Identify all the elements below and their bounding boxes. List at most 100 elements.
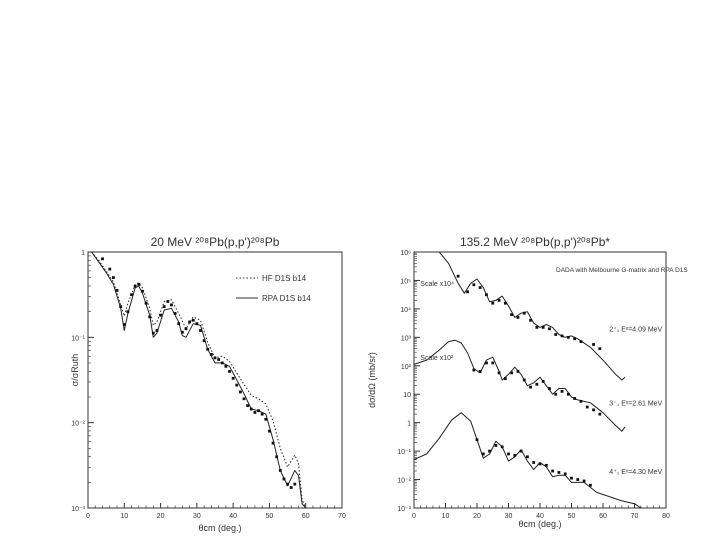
data-point bbox=[199, 329, 202, 332]
x-tick-label: 70 bbox=[631, 513, 639, 520]
y-axis-label: σ/σRuth bbox=[70, 354, 80, 387]
data-point bbox=[235, 383, 239, 387]
data-point bbox=[231, 376, 235, 380]
data-point bbox=[478, 370, 482, 373]
data-point bbox=[148, 315, 152, 319]
series-line bbox=[413, 412, 642, 509]
x-tick-label: 30 bbox=[193, 513, 201, 520]
series-group bbox=[91, 251, 307, 509]
data-point bbox=[119, 305, 123, 309]
x-tick-label: 50 bbox=[568, 513, 576, 520]
data-point bbox=[560, 334, 564, 338]
data-point bbox=[213, 356, 217, 360]
data-point bbox=[529, 385, 532, 389]
data-point bbox=[271, 441, 275, 445]
data-point bbox=[510, 371, 514, 375]
data-point bbox=[188, 320, 191, 324]
data-point bbox=[264, 417, 268, 421]
data-point bbox=[585, 405, 589, 409]
data-point bbox=[529, 318, 532, 322]
data-point bbox=[112, 276, 115, 279]
data-point bbox=[242, 397, 246, 401]
data-point bbox=[224, 364, 228, 368]
data-point bbox=[239, 390, 242, 394]
data-point bbox=[202, 339, 206, 343]
data-point bbox=[289, 486, 293, 489]
y-tick-label: 10⁻¹ bbox=[71, 335, 85, 342]
right-chart: 135.2 MeV ²⁰⁸Pb(p,p')²⁰⁸Pb* 0 10 20 30 40 50 6… bbox=[367, 235, 688, 529]
data-point bbox=[500, 445, 504, 449]
data-point bbox=[554, 392, 558, 396]
y-tick-label: 10³ bbox=[401, 335, 412, 342]
data-point bbox=[566, 335, 570, 339]
data-point bbox=[191, 318, 195, 322]
legend: HF D1S b14 RPA D1S b14 bbox=[236, 274, 311, 303]
series-line bbox=[91, 251, 307, 509]
data-point bbox=[544, 463, 548, 467]
x-axis-label: θcm (deg.) bbox=[518, 519, 561, 529]
data-point bbox=[491, 301, 495, 305]
data-point bbox=[519, 449, 523, 453]
chart-title: 20 MeV ²⁰⁸Pb(p,p')²⁰⁸Pb bbox=[151, 235, 280, 249]
chart-title: 135.2 MeV ²⁰⁸Pb(p,p')²⁰⁸Pb* bbox=[460, 235, 610, 249]
x-tick-label: 50 bbox=[266, 513, 274, 520]
data-point bbox=[122, 323, 126, 326]
data-point bbox=[573, 397, 577, 400]
y-tick-label: 1 bbox=[407, 421, 411, 428]
y-tick-label: 10⁴ bbox=[400, 307, 411, 314]
data-point bbox=[206, 347, 210, 351]
data-point bbox=[582, 479, 586, 483]
data-point bbox=[472, 283, 476, 287]
x-tick-label: 80 bbox=[662, 513, 670, 520]
data-point bbox=[275, 455, 279, 459]
series-line bbox=[438, 251, 626, 381]
data-point bbox=[456, 274, 460, 278]
x-tick-label: 20 bbox=[157, 513, 165, 520]
data-point bbox=[246, 404, 250, 407]
data-point bbox=[535, 325, 539, 329]
x-tick-label: 10 bbox=[120, 513, 128, 520]
x-tick-label: 0 bbox=[412, 513, 416, 520]
data-point bbox=[579, 340, 583, 343]
data-point bbox=[494, 444, 498, 447]
data-point bbox=[503, 301, 507, 305]
data-point bbox=[579, 399, 583, 403]
tick-group: 0 10 20 30 40 50 60 70 80 10⁶ 10⁵ 10⁴ 10³ 10² 10 1 10⁻¹ 1… bbox=[397, 250, 670, 520]
left-chart: 20 MeV ²⁰⁸Pb(p,p')²⁰⁸Pb 0 10 20 30 40 50 60 70 1… bbox=[70, 235, 346, 533]
data-point bbox=[137, 283, 141, 286]
data-point bbox=[598, 412, 602, 416]
y-axis-label: dσ/dΩ (mb/sr) bbox=[367, 352, 377, 408]
data-point bbox=[220, 361, 224, 365]
plot-frame bbox=[87, 251, 343, 509]
data-point bbox=[576, 478, 580, 481]
y-tick-label: 10⁻¹ bbox=[397, 449, 411, 456]
data-point bbox=[491, 361, 495, 365]
y-tick-label: 10² bbox=[401, 364, 412, 371]
data-point bbox=[485, 293, 488, 297]
data-point bbox=[563, 472, 567, 476]
data-point bbox=[173, 312, 177, 315]
data-point bbox=[522, 378, 526, 382]
data-point bbox=[466, 290, 469, 294]
data-point bbox=[184, 327, 188, 331]
annotation-label: 4⁺₁ Eˣ=4.30 MeV bbox=[609, 469, 662, 476]
y-tick-label: 10⁻³ bbox=[71, 506, 85, 513]
x-tick-label: 30 bbox=[505, 513, 513, 520]
data-point bbox=[513, 453, 517, 457]
data-point bbox=[548, 327, 551, 331]
data-point bbox=[535, 382, 539, 386]
data-point bbox=[268, 429, 271, 433]
data-point bbox=[485, 361, 488, 365]
x-tick-label: 40 bbox=[229, 513, 237, 520]
data-point bbox=[497, 371, 501, 375]
data-point bbox=[541, 325, 545, 329]
data-point bbox=[532, 461, 536, 464]
data-point bbox=[538, 462, 542, 466]
data-point bbox=[472, 368, 476, 372]
data-point bbox=[253, 411, 257, 414]
x-tick-label: 10 bbox=[442, 513, 450, 520]
data-point bbox=[516, 316, 520, 319]
data-point bbox=[130, 293, 133, 297]
y-tick-label: 10⁻² bbox=[71, 421, 85, 428]
data-point bbox=[592, 343, 595, 346]
